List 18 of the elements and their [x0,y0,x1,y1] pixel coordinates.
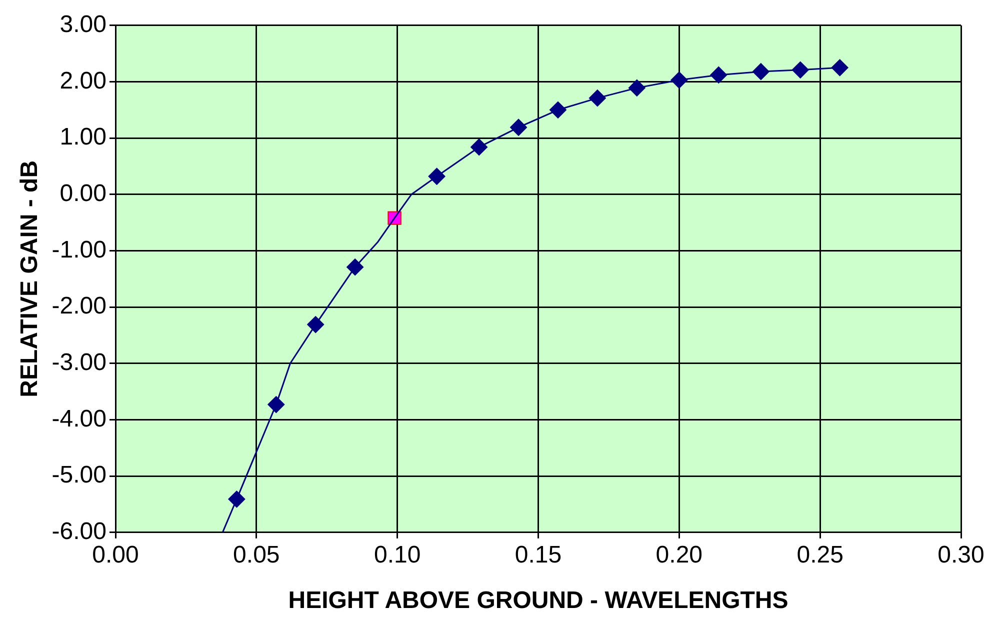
x-tick-label: 0.15 [514,541,562,568]
y-tick-label: 1.00 [60,124,107,151]
y-tick-label: -4.00 [52,405,107,432]
y-tick-label: -3.00 [52,349,107,376]
point [831,59,848,76]
y-tick-label: 0.00 [60,180,107,208]
x-tick-label: 0.20 [656,541,703,568]
y-tick-label: 3.00 [60,11,107,38]
y-axis-title: RELATIVE GAIN - dB [16,160,44,398]
y-tick-label: -5.00 [52,462,107,489]
y-tick-label: -1.00 [52,236,107,264]
x-tick-label: 0.05 [233,541,280,568]
y-tick-label: -2.00 [52,292,107,320]
x-tick-label: 0.25 [796,541,844,568]
x-tick-label: 0.30 [938,541,984,568]
x-tick-label: 0.10 [374,541,421,568]
y-tick-label: 2.00 [60,67,107,94]
x-axis-title: HEIGHT ABOVE GROUND - WAVELENGTHS [288,587,788,614]
